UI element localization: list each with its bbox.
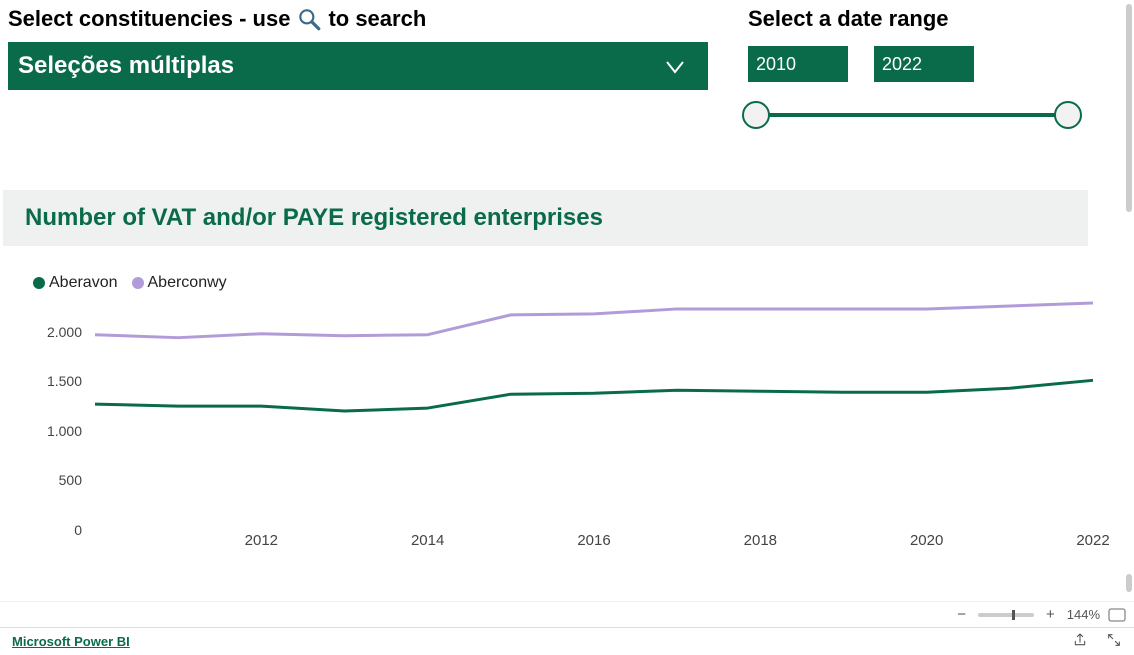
plot-area: [95, 302, 1093, 530]
y-tick-label: 0: [74, 522, 82, 538]
date-range-header: Select a date range: [748, 6, 1116, 32]
legend-label: Aberavon: [49, 274, 118, 292]
legend-dot-icon: [33, 277, 45, 289]
line-chart[interactable]: 0 500 1.000 1.500 2.000 2012 2014 2016 2018 2020…: [33, 302, 1093, 552]
footer-bar: Microsoft Power BI: [0, 627, 1134, 655]
zoom-thumb[interactable]: [1012, 610, 1015, 620]
legend-label: Aberconwy: [148, 274, 227, 292]
date-to-input[interactable]: 2022: [874, 46, 974, 82]
vertical-scrollbar[interactable]: [1126, 574, 1132, 592]
share-icon[interactable]: [1072, 632, 1088, 651]
y-tick-label: 2.000: [47, 324, 82, 340]
x-tick-label: 2012: [245, 532, 278, 549]
x-tick-label: 2022: [1076, 532, 1109, 549]
slider-handle-to[interactable]: [1054, 101, 1082, 129]
zoom-slider[interactable]: [978, 613, 1034, 617]
series-line[interactable]: [95, 380, 1093, 411]
constituency-header: Select constituencies - use to search: [8, 6, 738, 32]
constituency-label-pre: Select constituencies - use: [8, 6, 290, 32]
fit-to-page-icon[interactable]: [1108, 608, 1126, 622]
x-tick-label: 2018: [744, 532, 777, 549]
y-axis: 05001.0001.5002.000: [33, 302, 88, 532]
x-tick-label: 2016: [577, 532, 610, 549]
zoom-in-button[interactable]: +: [1042, 606, 1059, 623]
slider-track: [756, 113, 1068, 117]
search-icon: [296, 6, 322, 32]
zoom-out-button[interactable]: −: [953, 606, 970, 623]
x-tick-label: 2014: [411, 532, 444, 549]
legend-item[interactable]: Aberavon: [33, 274, 118, 292]
x-tick-label: 2020: [910, 532, 943, 549]
y-tick-label: 1.500: [47, 373, 82, 389]
vertical-scrollbar[interactable]: [1126, 4, 1132, 212]
constituency-label-post: to search: [328, 6, 426, 32]
chevron-down-icon: [662, 53, 688, 79]
legend-item[interactable]: Aberconwy: [132, 274, 227, 292]
date-range-slider[interactable]: [742, 100, 1082, 130]
series-line[interactable]: [95, 303, 1093, 338]
legend-dot-icon: [132, 277, 144, 289]
constituency-dropdown[interactable]: Seleções múltiplas: [8, 42, 708, 90]
zoom-toolbar: − + 144%: [0, 601, 1134, 627]
slider-handle-from[interactable]: [742, 101, 770, 129]
y-tick-label: 500: [59, 472, 82, 488]
zoom-level-label: 144%: [1067, 607, 1100, 622]
chart-title: Number of VAT and/or PAYE registered ent…: [3, 190, 1088, 246]
y-tick-label: 1.000: [47, 423, 82, 439]
date-from-input[interactable]: 2010: [748, 46, 848, 82]
dropdown-selected-label: Seleções múltiplas: [18, 52, 234, 80]
fullscreen-icon[interactable]: [1106, 632, 1122, 651]
powerbi-brand-link[interactable]: Microsoft Power BI: [12, 634, 130, 649]
x-axis: 201220142016201820202022: [95, 532, 1093, 552]
chart-legend: Aberavon Aberconwy: [33, 274, 1124, 292]
